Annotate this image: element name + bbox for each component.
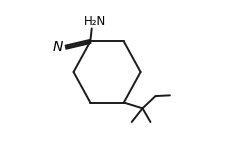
Text: N: N	[53, 40, 63, 54]
Text: H₂N: H₂N	[83, 15, 105, 28]
